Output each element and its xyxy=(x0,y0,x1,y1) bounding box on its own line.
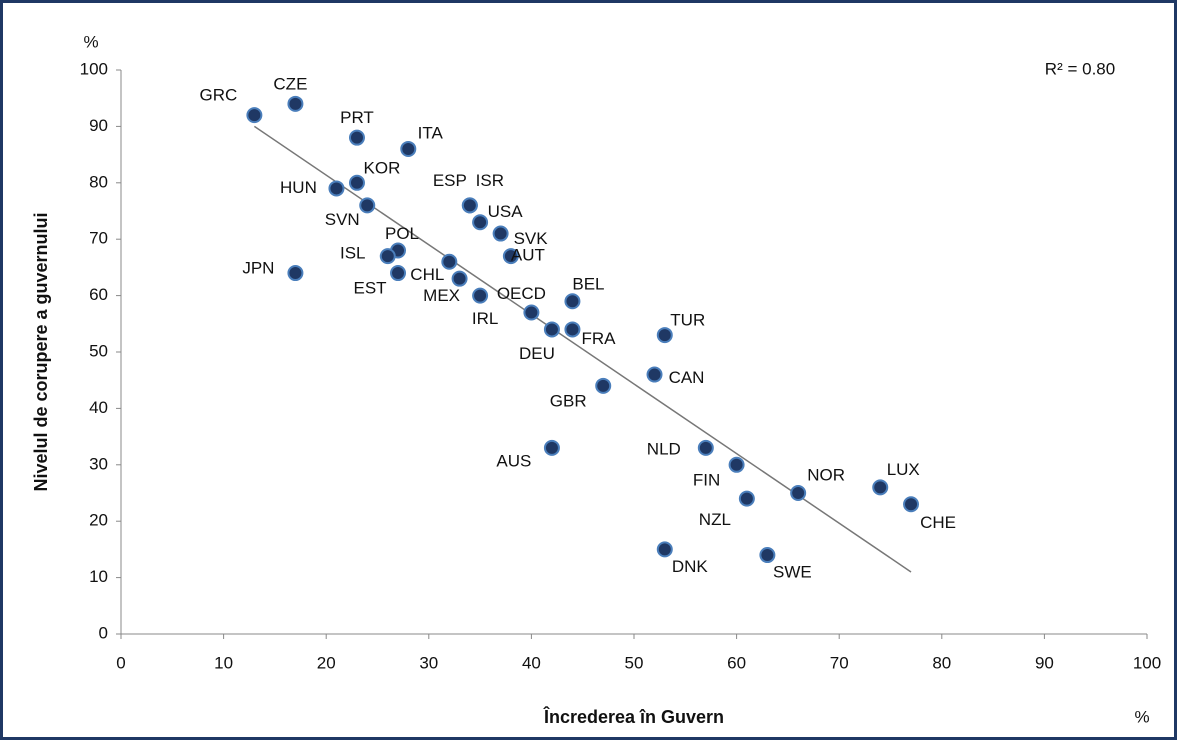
point xyxy=(759,547,776,564)
y-tick-label: 80 xyxy=(89,172,108,191)
point-label: CZE xyxy=(273,74,307,93)
point-label: CHE xyxy=(920,513,956,532)
point-label: GRC xyxy=(199,86,237,105)
x-tick-label: 80 xyxy=(932,653,951,672)
point xyxy=(328,180,345,197)
point-label: BEL xyxy=(572,275,604,294)
y-tick-label: 10 xyxy=(89,567,108,586)
y-tick-label: 90 xyxy=(89,116,108,135)
point-label: PRT xyxy=(340,108,374,127)
x-tick-label: 100 xyxy=(1133,653,1161,672)
x-tick-label: 30 xyxy=(419,653,438,672)
y-unit: % xyxy=(83,32,98,51)
point-label: ISL xyxy=(340,244,366,263)
point xyxy=(472,287,489,304)
point xyxy=(348,129,365,146)
point-label: NLD xyxy=(647,439,681,458)
point-label: FRA xyxy=(581,329,616,348)
x-tick-label: 0 xyxy=(116,653,125,672)
point-label: POL xyxy=(385,224,419,243)
point-label: ISR xyxy=(476,171,504,190)
point xyxy=(564,321,581,338)
point xyxy=(359,197,376,214)
point xyxy=(400,140,417,157)
x-axis-title: Încrederea în Guvern xyxy=(543,706,724,727)
point-label: TUR xyxy=(670,311,705,330)
x-tick-label: 90 xyxy=(1035,653,1054,672)
point xyxy=(523,304,540,321)
x-tick-label: 60 xyxy=(727,653,746,672)
point xyxy=(903,496,920,513)
x-tick-label: 10 xyxy=(214,653,233,672)
point-label: DNK xyxy=(672,557,709,576)
y-axis-title: Nivelul de corupere a guvernului xyxy=(31,212,51,491)
point-label: AUT xyxy=(511,246,545,265)
x-tick-label: 20 xyxy=(317,653,336,672)
point-label: SVN xyxy=(325,210,360,229)
point xyxy=(246,107,263,124)
point xyxy=(441,253,458,270)
point xyxy=(348,174,365,191)
point xyxy=(656,327,673,344)
point-label: USA xyxy=(488,202,524,221)
point-label: EST xyxy=(353,279,386,298)
point xyxy=(502,248,519,265)
x-tick-label: 40 xyxy=(522,653,541,672)
point-label: FIN xyxy=(693,470,720,489)
point xyxy=(492,225,509,242)
x-unit: % xyxy=(1134,707,1149,726)
point xyxy=(461,197,478,214)
y-tick-label: 20 xyxy=(89,511,108,530)
point xyxy=(451,270,468,287)
point-label: NZL xyxy=(699,510,731,529)
point-label: DEU xyxy=(519,344,555,363)
point xyxy=(564,293,581,310)
y-tick-label: 70 xyxy=(89,229,108,248)
point-label: AUS xyxy=(496,451,531,470)
point xyxy=(646,366,663,383)
point-label: MEX xyxy=(423,286,460,305)
point xyxy=(390,265,407,282)
point xyxy=(697,439,714,456)
point-label: ITA xyxy=(418,123,444,142)
y-tick-label: 50 xyxy=(89,341,108,360)
point xyxy=(287,95,304,112)
point xyxy=(738,490,755,507)
point-label: HUN xyxy=(280,178,317,197)
point xyxy=(872,479,889,496)
point-label: NOR xyxy=(807,465,845,484)
point xyxy=(287,265,304,282)
point xyxy=(472,214,489,231)
point-label: JPN xyxy=(242,259,274,278)
y-tick-label: 60 xyxy=(89,285,108,304)
point-label: SWE xyxy=(773,563,812,582)
y-tick-label: 0 xyxy=(99,623,108,642)
y-tick-label: 100 xyxy=(80,59,108,78)
point-label: KOR xyxy=(364,158,401,177)
trendline xyxy=(253,125,912,573)
x-tick-label: 50 xyxy=(625,653,644,672)
y-tick-label: 30 xyxy=(89,454,108,473)
point-label: SVK xyxy=(514,229,549,248)
point xyxy=(543,321,560,338)
point-label: GBR xyxy=(550,391,587,410)
point-label: LUX xyxy=(887,460,920,479)
point xyxy=(543,439,560,456)
point-label: IRL xyxy=(472,309,498,328)
point xyxy=(656,541,673,558)
point-label: OECD xyxy=(497,284,546,303)
point xyxy=(728,456,745,473)
point xyxy=(379,248,396,265)
point-label: ESP xyxy=(433,171,467,190)
point-label: CAN xyxy=(669,368,705,387)
annotation: R² = 0.80 xyxy=(1045,59,1115,78)
point xyxy=(595,377,612,394)
point xyxy=(790,485,807,501)
point-label: CHL xyxy=(410,265,444,284)
x-tick-label: 70 xyxy=(830,653,849,672)
y-tick-label: 40 xyxy=(89,398,108,417)
